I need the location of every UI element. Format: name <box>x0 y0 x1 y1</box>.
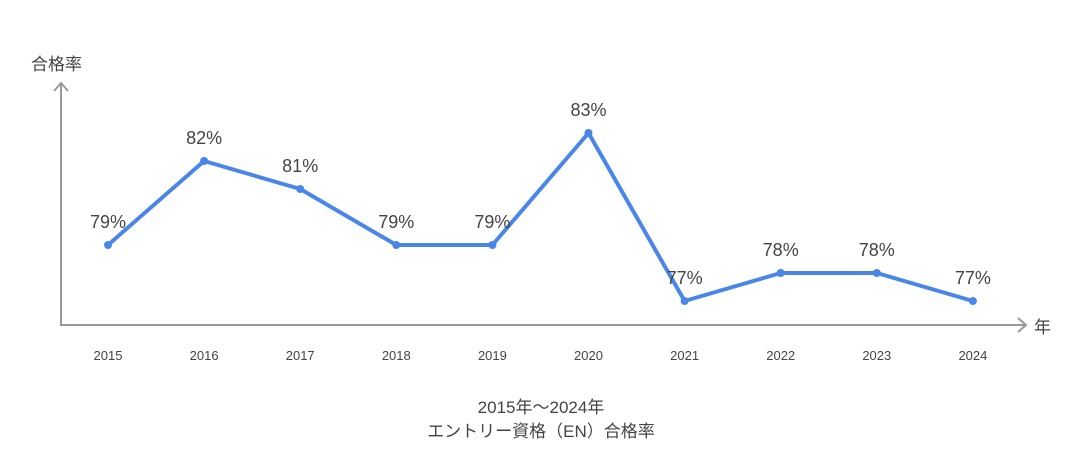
data-label: 78% <box>859 240 895 260</box>
x-tick-label: 2015 <box>94 348 123 363</box>
data-label: 82% <box>186 128 222 148</box>
data-point <box>872 269 881 277</box>
x-tick-label: 2024 <box>958 348 987 363</box>
data-label: 77% <box>955 268 991 288</box>
data-point <box>968 297 977 305</box>
x-tick-label: 2022 <box>766 348 795 363</box>
data-points <box>104 129 977 305</box>
x-tick-label: 2017 <box>286 348 315 363</box>
data-label: 79% <box>90 212 126 232</box>
data-labels: 79% 82% 81% 79% 79% 83% 77% 78% 78% 77% <box>90 100 991 288</box>
x-tick-label: 2018 <box>382 348 411 363</box>
data-point <box>776 269 785 277</box>
data-point <box>296 185 305 193</box>
x-tick-label: 2020 <box>574 348 603 363</box>
chart-title-line-1: 2015年〜2024年 <box>477 398 605 417</box>
data-label: 81% <box>282 156 318 176</box>
data-point <box>488 241 497 249</box>
data-point <box>104 241 112 249</box>
data-label: 83% <box>570 100 606 120</box>
data-point <box>680 297 689 305</box>
x-tick-label: 2023 <box>862 348 891 363</box>
chart-title-line-2: エントリー資格（EN）合格率 <box>427 422 655 441</box>
x-axis-label: 年 <box>1034 318 1051 337</box>
data-label: 78% <box>763 240 799 260</box>
data-point <box>392 241 401 249</box>
x-tick-label: 2019 <box>478 348 507 363</box>
x-tick-label: 2021 <box>670 348 699 363</box>
x-tick-label: 2016 <box>190 348 219 363</box>
data-point <box>200 157 209 165</box>
y-axis <box>53 81 69 325</box>
data-label: 77% <box>667 268 703 288</box>
data-label: 79% <box>378 212 414 232</box>
data-line <box>106 131 974 303</box>
data-point <box>584 129 593 137</box>
y-axis-label: 合格率 <box>31 55 82 74</box>
x-tick-labels: 2015 2016 2017 2018 2019 2020 2021 2022 2023 2024 <box>94 348 988 363</box>
x-axis <box>60 317 1028 333</box>
data-label: 79% <box>474 212 510 232</box>
